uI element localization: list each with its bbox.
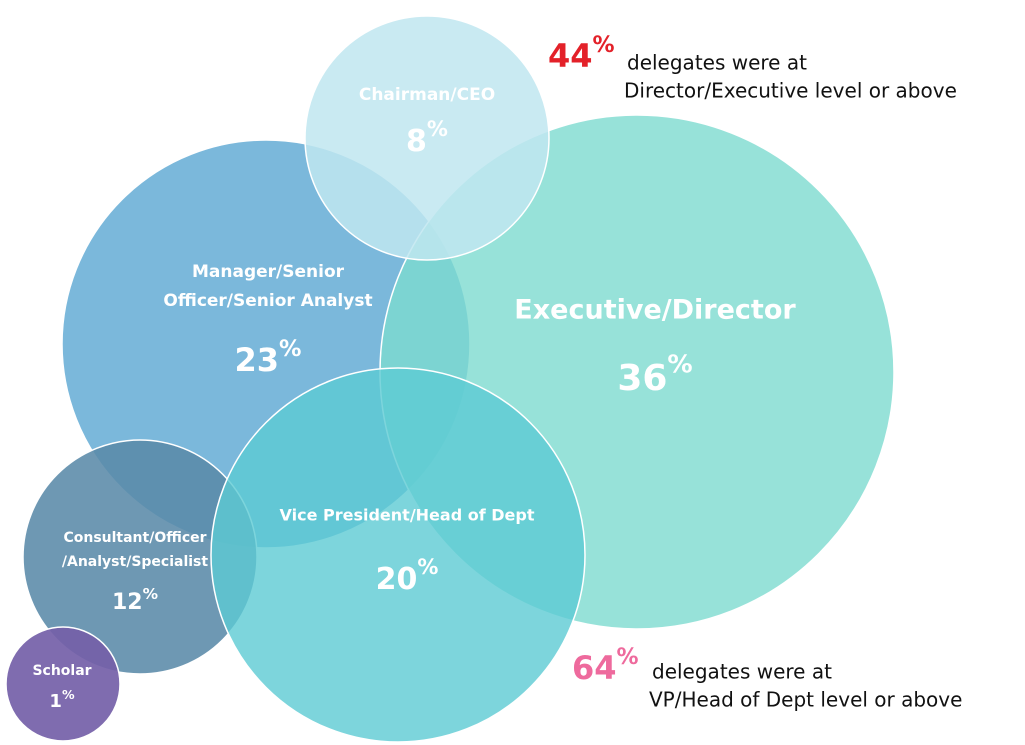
category-value: 1% xyxy=(49,686,75,712)
category-value: 12% xyxy=(112,585,158,615)
category-label: /Analyst/Specialist xyxy=(62,554,209,570)
note-text: VP/Head of Dept level or above xyxy=(649,688,962,712)
category-label: Officer/Senior Analyst xyxy=(163,291,372,311)
category-label: Vice President/Head of Dept xyxy=(280,506,535,525)
note-number: 64 xyxy=(572,649,617,687)
note-unit: % xyxy=(617,645,639,670)
note-unit: % xyxy=(593,33,615,58)
value-number: 8 xyxy=(406,124,427,159)
category-circle xyxy=(5,626,121,742)
value-number: 12 xyxy=(112,590,143,615)
value-number: 20 xyxy=(376,562,418,597)
value-number: 36 xyxy=(617,358,667,399)
category-label: Scholar xyxy=(32,663,91,679)
category-label: Executive/Director xyxy=(514,295,796,326)
value-unit: % xyxy=(143,585,158,603)
note-text: Director/Executive level or above xyxy=(624,79,957,103)
note-value: 64% xyxy=(572,645,639,687)
note-value: 44% xyxy=(548,33,615,75)
category-label: Consultant/Officer xyxy=(63,530,206,546)
value-unit: % xyxy=(417,555,438,579)
value-unit: % xyxy=(62,686,75,701)
value-unit: % xyxy=(667,350,692,379)
value-unit: % xyxy=(427,117,448,141)
category-label: Chairman/CEO xyxy=(359,85,495,105)
note-number: 44 xyxy=(548,37,593,75)
value-number: 23 xyxy=(235,341,280,379)
category-label: Manager/Senior xyxy=(192,262,345,282)
note-text: delegates were at xyxy=(627,51,807,75)
category-value: 8% xyxy=(406,117,448,159)
value-unit: % xyxy=(279,336,301,362)
value-number: 1 xyxy=(49,691,62,712)
category-circle xyxy=(304,15,550,261)
category-value: 36% xyxy=(617,350,692,399)
category-circle xyxy=(210,367,586,743)
note-text: delegates were at xyxy=(652,660,832,684)
category-value: 23% xyxy=(235,336,302,379)
category-value: 20% xyxy=(376,555,439,597)
